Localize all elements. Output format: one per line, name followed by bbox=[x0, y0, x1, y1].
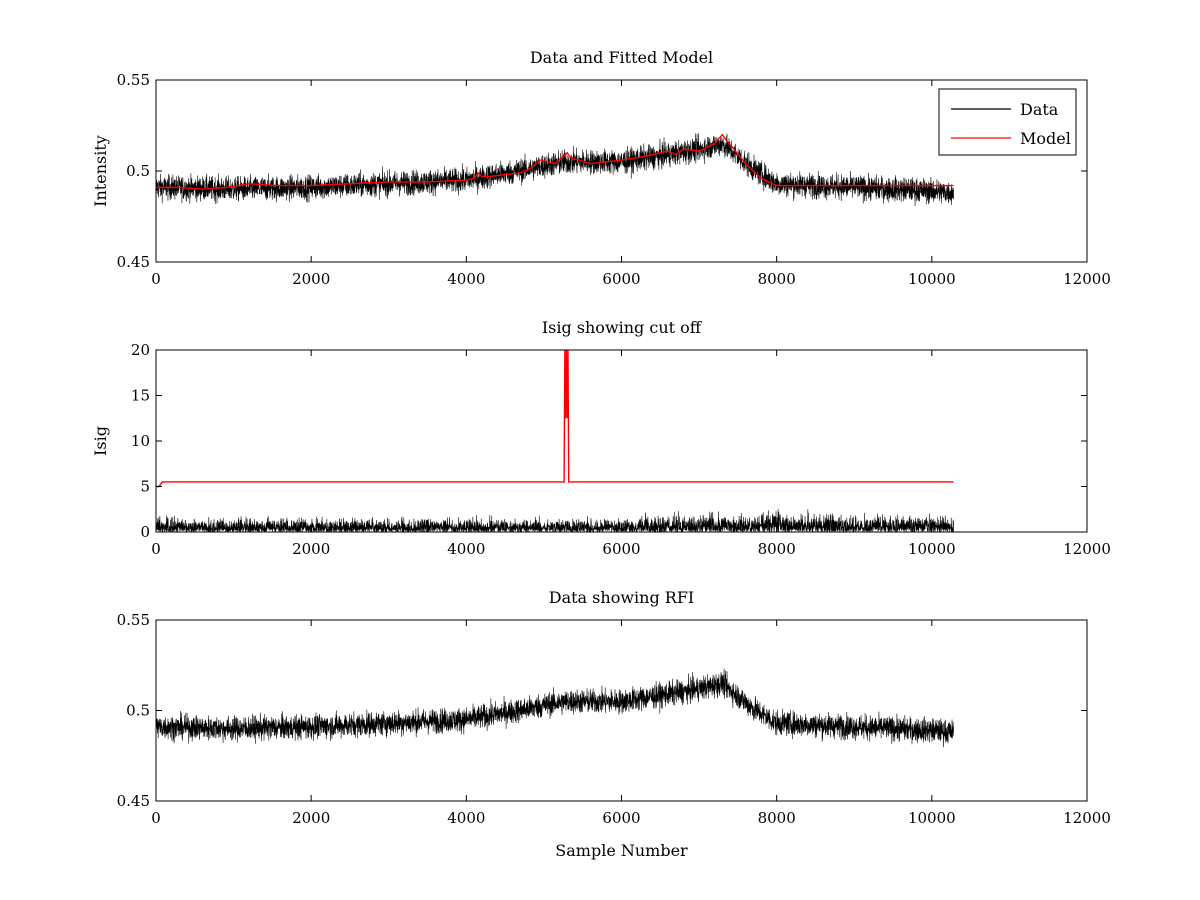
x-tick-label: 0 bbox=[151, 270, 161, 288]
chart-title: Data and Fitted Model bbox=[530, 48, 713, 67]
series-model bbox=[156, 133, 954, 190]
y-axis-label: Isig bbox=[91, 426, 110, 456]
axes-frame bbox=[155, 349, 1088, 533]
y-tick-label: 0.5 bbox=[126, 702, 150, 720]
x-tick-label: 12000 bbox=[1063, 809, 1111, 827]
x-axis-label: Sample Number bbox=[555, 841, 688, 860]
x-tick-label: 8000 bbox=[758, 540, 796, 558]
x-tick-label: 0 bbox=[151, 809, 161, 827]
subplot-2: 0 2000 4000 6000 8000 10000 12000 0 5 10 15 20 Isig … bbox=[91, 318, 1111, 558]
y-tick-label: 20 bbox=[131, 341, 150, 359]
legend-label-data: Data bbox=[1020, 100, 1059, 119]
y-tick-label: 0.55 bbox=[117, 611, 150, 629]
x-tick-label: 2000 bbox=[292, 809, 330, 827]
x-tick-label: 8000 bbox=[758, 270, 796, 288]
series-line-2 bbox=[156, 350, 954, 488]
series-line-1 bbox=[156, 508, 954, 532]
plot-area bbox=[156, 668, 954, 748]
x-tick-label: 0 bbox=[151, 540, 161, 558]
x-tick-label: 8000 bbox=[758, 809, 796, 827]
x-tick-label: 10000 bbox=[908, 540, 956, 558]
x-tick-label: 2000 bbox=[292, 540, 330, 558]
subplot-3: 0 2000 4000 6000 8000 10000 12000 0.45 0.5 0.55 Da… bbox=[117, 588, 1111, 860]
chart-title: Data showing RFI bbox=[549, 588, 694, 607]
series-data bbox=[156, 133, 954, 207]
y-tick-label: 0.45 bbox=[117, 253, 150, 271]
y-tick-label: 5 bbox=[140, 478, 150, 496]
x-tick-label: 4000 bbox=[447, 270, 485, 288]
x-tick-label: 6000 bbox=[602, 270, 640, 288]
legend-box bbox=[938, 88, 1077, 156]
x-tick-label: 10000 bbox=[908, 809, 956, 827]
y-axis-label: Intensity bbox=[91, 135, 110, 207]
x-tick-label: 10000 bbox=[908, 270, 956, 288]
y-tick-label: 15 bbox=[131, 387, 150, 405]
x-tick-label: 6000 bbox=[602, 540, 640, 558]
x-tick-label: 2000 bbox=[292, 270, 330, 288]
y-tick-label: 0.55 bbox=[117, 71, 150, 89]
legend-label-model: Model bbox=[1020, 129, 1071, 148]
y-tick-label: 0.5 bbox=[126, 162, 150, 180]
legend: Data Model bbox=[938, 88, 1077, 156]
plot-area bbox=[156, 133, 954, 207]
series-line-1 bbox=[156, 668, 954, 748]
x-tick-label: 4000 bbox=[447, 809, 485, 827]
x-tick-label: 4000 bbox=[447, 540, 485, 558]
subplot-1: 0 2000 4000 6000 8000 10000 12000 0.45 0.5 0.55 Da… bbox=[91, 48, 1111, 288]
x-tick-label: 12000 bbox=[1063, 540, 1111, 558]
chart-title: Isig showing cut off bbox=[542, 318, 703, 337]
axes-frame bbox=[155, 619, 1088, 802]
plot-area bbox=[156, 350, 954, 532]
x-tick-label: 12000 bbox=[1063, 270, 1111, 288]
y-tick-label: 0 bbox=[140, 523, 150, 541]
y-tick-label: 10 bbox=[131, 432, 150, 450]
x-tick-label: 6000 bbox=[602, 809, 640, 827]
y-tick-label: 0.45 bbox=[117, 792, 150, 810]
